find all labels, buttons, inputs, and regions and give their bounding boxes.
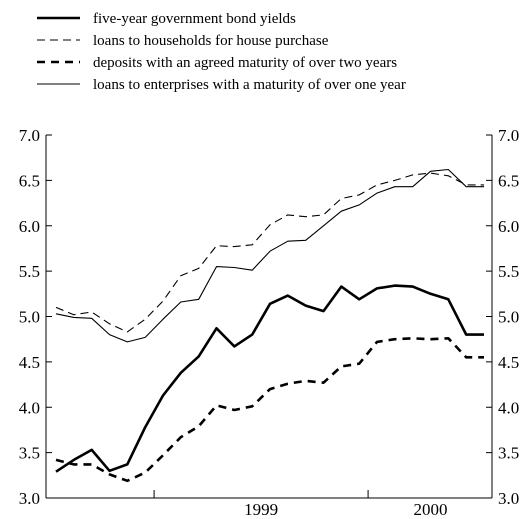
y-tick-label-right: 3.5	[498, 444, 519, 463]
series-line-2	[55, 172, 484, 333]
y-tick-label-left: 5.5	[19, 262, 40, 281]
series-line-3	[55, 336, 484, 483]
legend-label: loans to enterprises with a maturity of …	[93, 77, 406, 93]
y-tick-label-right: 4.5	[498, 353, 519, 372]
y-tick-label-right: 5.5	[498, 262, 519, 281]
y-tick-label-left: 7.0	[19, 126, 40, 145]
y-tick-label-left: 4.5	[19, 353, 40, 372]
y-tick-label-right: 6.5	[498, 171, 519, 190]
y-tick-label-left: 6.5	[19, 171, 40, 190]
series-line-4	[55, 168, 484, 343]
x-tick-label: 2000	[414, 500, 448, 519]
y-tick-label-right: 3.0	[498, 489, 519, 508]
y-tick-label-left: 3.0	[19, 489, 40, 508]
y-tick-label-right: 6.0	[498, 217, 519, 236]
y-tick-label-right: 5.0	[498, 308, 519, 327]
series-layer	[55, 168, 484, 483]
y-tick-label-left: 6.0	[19, 217, 40, 236]
chart-axes: 3.0 3.0 3.5 3.5 4.0 4.0 4.5 4.5 5.0 5.0 5.5 5.5 6.0 6…	[19, 126, 520, 519]
y-tick-label-left: 3.5	[19, 444, 40, 463]
y-tick-label-right: 4.0	[498, 398, 519, 417]
legend-label: five-year government bond yields	[93, 11, 296, 27]
series-line-1	[55, 284, 484, 473]
x-tick-label: 1999	[244, 500, 278, 519]
legend: five-year government bond yields loans to…	[37, 11, 406, 93]
y-tick-label-left: 5.0	[19, 308, 40, 327]
legend-label: deposits with an agreed maturity of over…	[93, 55, 397, 71]
y-tick-label-right: 7.0	[498, 126, 519, 145]
legend-label: loans to households for house purchase	[93, 33, 329, 49]
y-tick-label-left: 4.0	[19, 398, 40, 417]
